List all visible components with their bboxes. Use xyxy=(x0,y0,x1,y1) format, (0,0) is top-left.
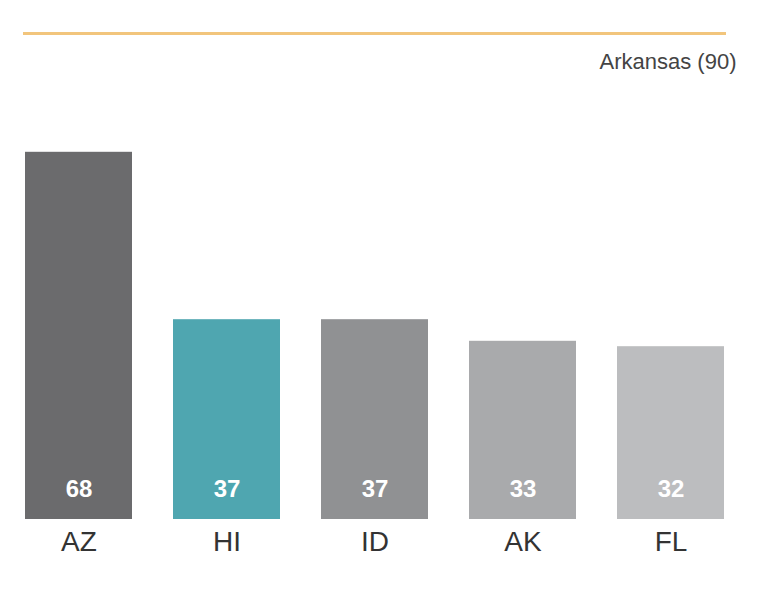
svg-text:68: 68 xyxy=(66,475,93,502)
svg-text:FL: FL xyxy=(655,526,688,557)
svg-text:AK: AK xyxy=(504,526,542,557)
svg-text:33: 33 xyxy=(510,475,537,502)
svg-text:Arkansas (90): Arkansas (90) xyxy=(600,49,737,74)
svg-text:AZ: AZ xyxy=(61,526,97,557)
svg-text:32: 32 xyxy=(658,475,685,502)
svg-text:37: 37 xyxy=(362,475,389,502)
svg-text:HI: HI xyxy=(213,526,241,557)
svg-text:37: 37 xyxy=(214,475,241,502)
svg-text:ID: ID xyxy=(361,526,389,557)
